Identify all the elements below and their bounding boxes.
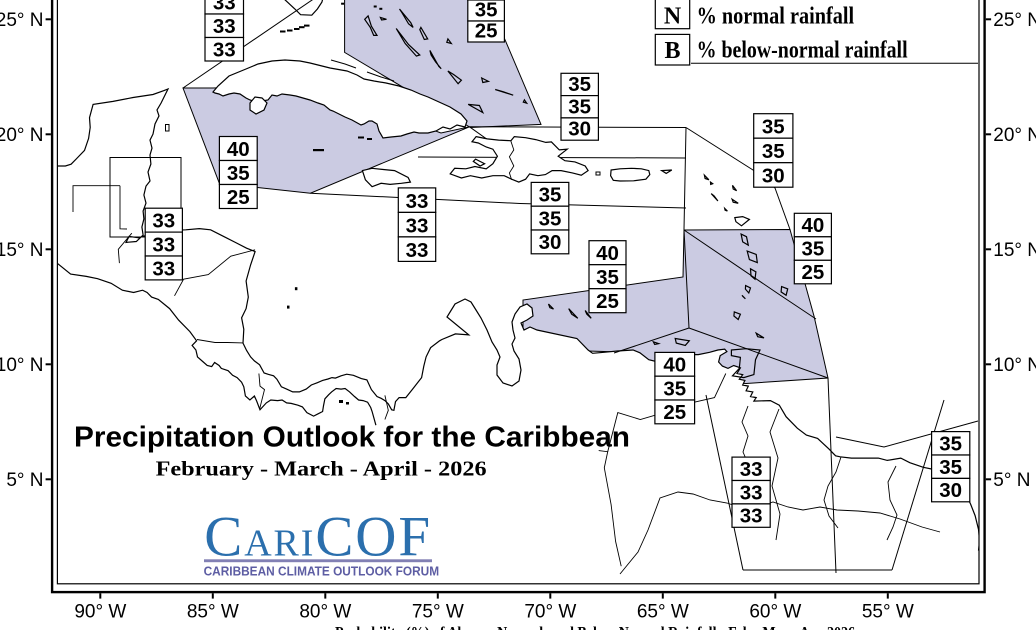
svg-text:25° N: 25° N	[0, 10, 44, 31]
svg-text:35: 35	[939, 432, 962, 455]
svg-text:% below-normal rainfall: % below-normal rainfall	[697, 37, 908, 63]
svg-text:25: 25	[596, 290, 619, 313]
svg-text:35: 35	[475, 0, 498, 21]
svg-text:90° W: 90° W	[74, 602, 126, 623]
svg-text:B: B	[664, 38, 680, 64]
svg-text:15° N: 15° N	[0, 240, 44, 261]
svg-text:33: 33	[406, 214, 429, 237]
svg-text:65° W: 65° W	[637, 602, 689, 623]
svg-text:33: 33	[213, 15, 236, 38]
svg-text:30: 30	[939, 479, 962, 502]
svg-text:75° W: 75° W	[412, 602, 464, 623]
svg-text:40: 40	[801, 214, 824, 237]
svg-text:33: 33	[213, 38, 236, 61]
svg-text:20° N: 20° N	[993, 125, 1036, 146]
svg-text:70° W: 70° W	[524, 602, 576, 623]
svg-text:30: 30	[762, 165, 785, 188]
svg-text:33: 33	[406, 190, 429, 213]
svg-text:20° N: 20° N	[0, 125, 44, 146]
svg-text:CARIBBEAN CLIMATE OUTLOOK FORU: CARIBBEAN CLIMATE OUTLOOK FORUM	[204, 564, 440, 579]
svg-text:33: 33	[152, 210, 175, 233]
svg-text:55° W: 55° W	[862, 602, 914, 623]
svg-text:35: 35	[539, 207, 562, 230]
svg-text:33: 33	[152, 233, 175, 256]
svg-text:35: 35	[762, 116, 785, 139]
svg-text:25: 25	[801, 261, 824, 284]
svg-text:15° N: 15° N	[993, 240, 1036, 261]
svg-text:35: 35	[227, 162, 250, 185]
svg-text:35: 35	[663, 377, 686, 400]
svg-text:85° W: 85° W	[187, 602, 239, 623]
svg-text:CARICOF: CARICOF	[204, 506, 432, 569]
svg-text:10° N: 10° N	[993, 355, 1036, 376]
svg-text:80° W: 80° W	[299, 602, 351, 623]
svg-text:Precipitation Outlook for the: Precipitation Outlook for the Caribbean	[74, 422, 630, 454]
svg-text:35: 35	[939, 456, 962, 479]
svg-text:35: 35	[762, 140, 785, 163]
svg-text:40: 40	[596, 242, 619, 265]
svg-text:35: 35	[801, 238, 824, 261]
svg-text:35: 35	[539, 184, 562, 207]
svg-text:N: N	[664, 4, 682, 30]
svg-text:35: 35	[568, 95, 591, 118]
svg-text:30: 30	[568, 118, 591, 141]
svg-text:33: 33	[406, 239, 429, 262]
svg-text:25° N: 25° N	[993, 10, 1036, 31]
svg-text:February - March - April - 202: February - March - April - 2026	[156, 457, 487, 481]
svg-text:35: 35	[568, 73, 591, 96]
svg-text:10° N: 10° N	[0, 355, 44, 376]
svg-text:33: 33	[740, 481, 763, 504]
svg-text:Probability (%) of Above-, Nor: Probability (%) of Above-, Normal- and B…	[335, 625, 855, 630]
svg-text:60° W: 60° W	[749, 602, 801, 623]
svg-text:25: 25	[475, 19, 498, 42]
svg-text:5° N: 5° N	[6, 470, 43, 491]
svg-text:33: 33	[740, 505, 763, 528]
svg-text:5° N: 5° N	[993, 470, 1030, 491]
svg-text:% normal rainfall: % normal rainfall	[697, 4, 855, 30]
svg-text:25: 25	[663, 401, 686, 424]
svg-text:40: 40	[227, 138, 250, 161]
svg-text:33: 33	[213, 0, 236, 14]
svg-text:25: 25	[227, 186, 250, 209]
svg-text:35: 35	[596, 266, 619, 289]
svg-text:30: 30	[539, 231, 562, 254]
svg-text:33: 33	[740, 458, 763, 481]
svg-text:40: 40	[663, 354, 686, 377]
svg-text:33: 33	[152, 257, 175, 280]
